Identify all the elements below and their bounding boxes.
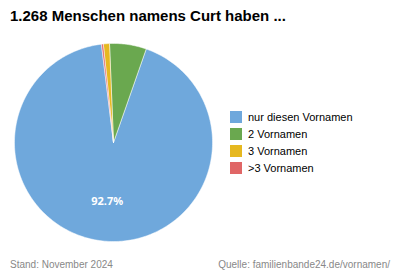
html-text:Quelle: familienbande24.de/vor: Quelle: familienbande24.de/vornamen/ — [218, 259, 390, 270]
html-text:Stand: November 2024: Stand: November 2024 — [10, 259, 113, 270]
svg-text:92.7%: 92.7% — [91, 193, 123, 208]
html-text:nur diesen Vornamen: nur diesen Vornamen — [248, 110, 353, 123]
html-text:>3 Vornamen: >3 Vornamen — [248, 161, 314, 174]
html-text:1.268 Menschen namens Curt hab: 1.268 Menschen namens Curt haben ... — [10, 7, 286, 24]
html-text:2 Vornamen: 2 Vornamen — [248, 127, 308, 140]
html-text:3 Vornamen: 3 Vornamen — [248, 144, 308, 157]
